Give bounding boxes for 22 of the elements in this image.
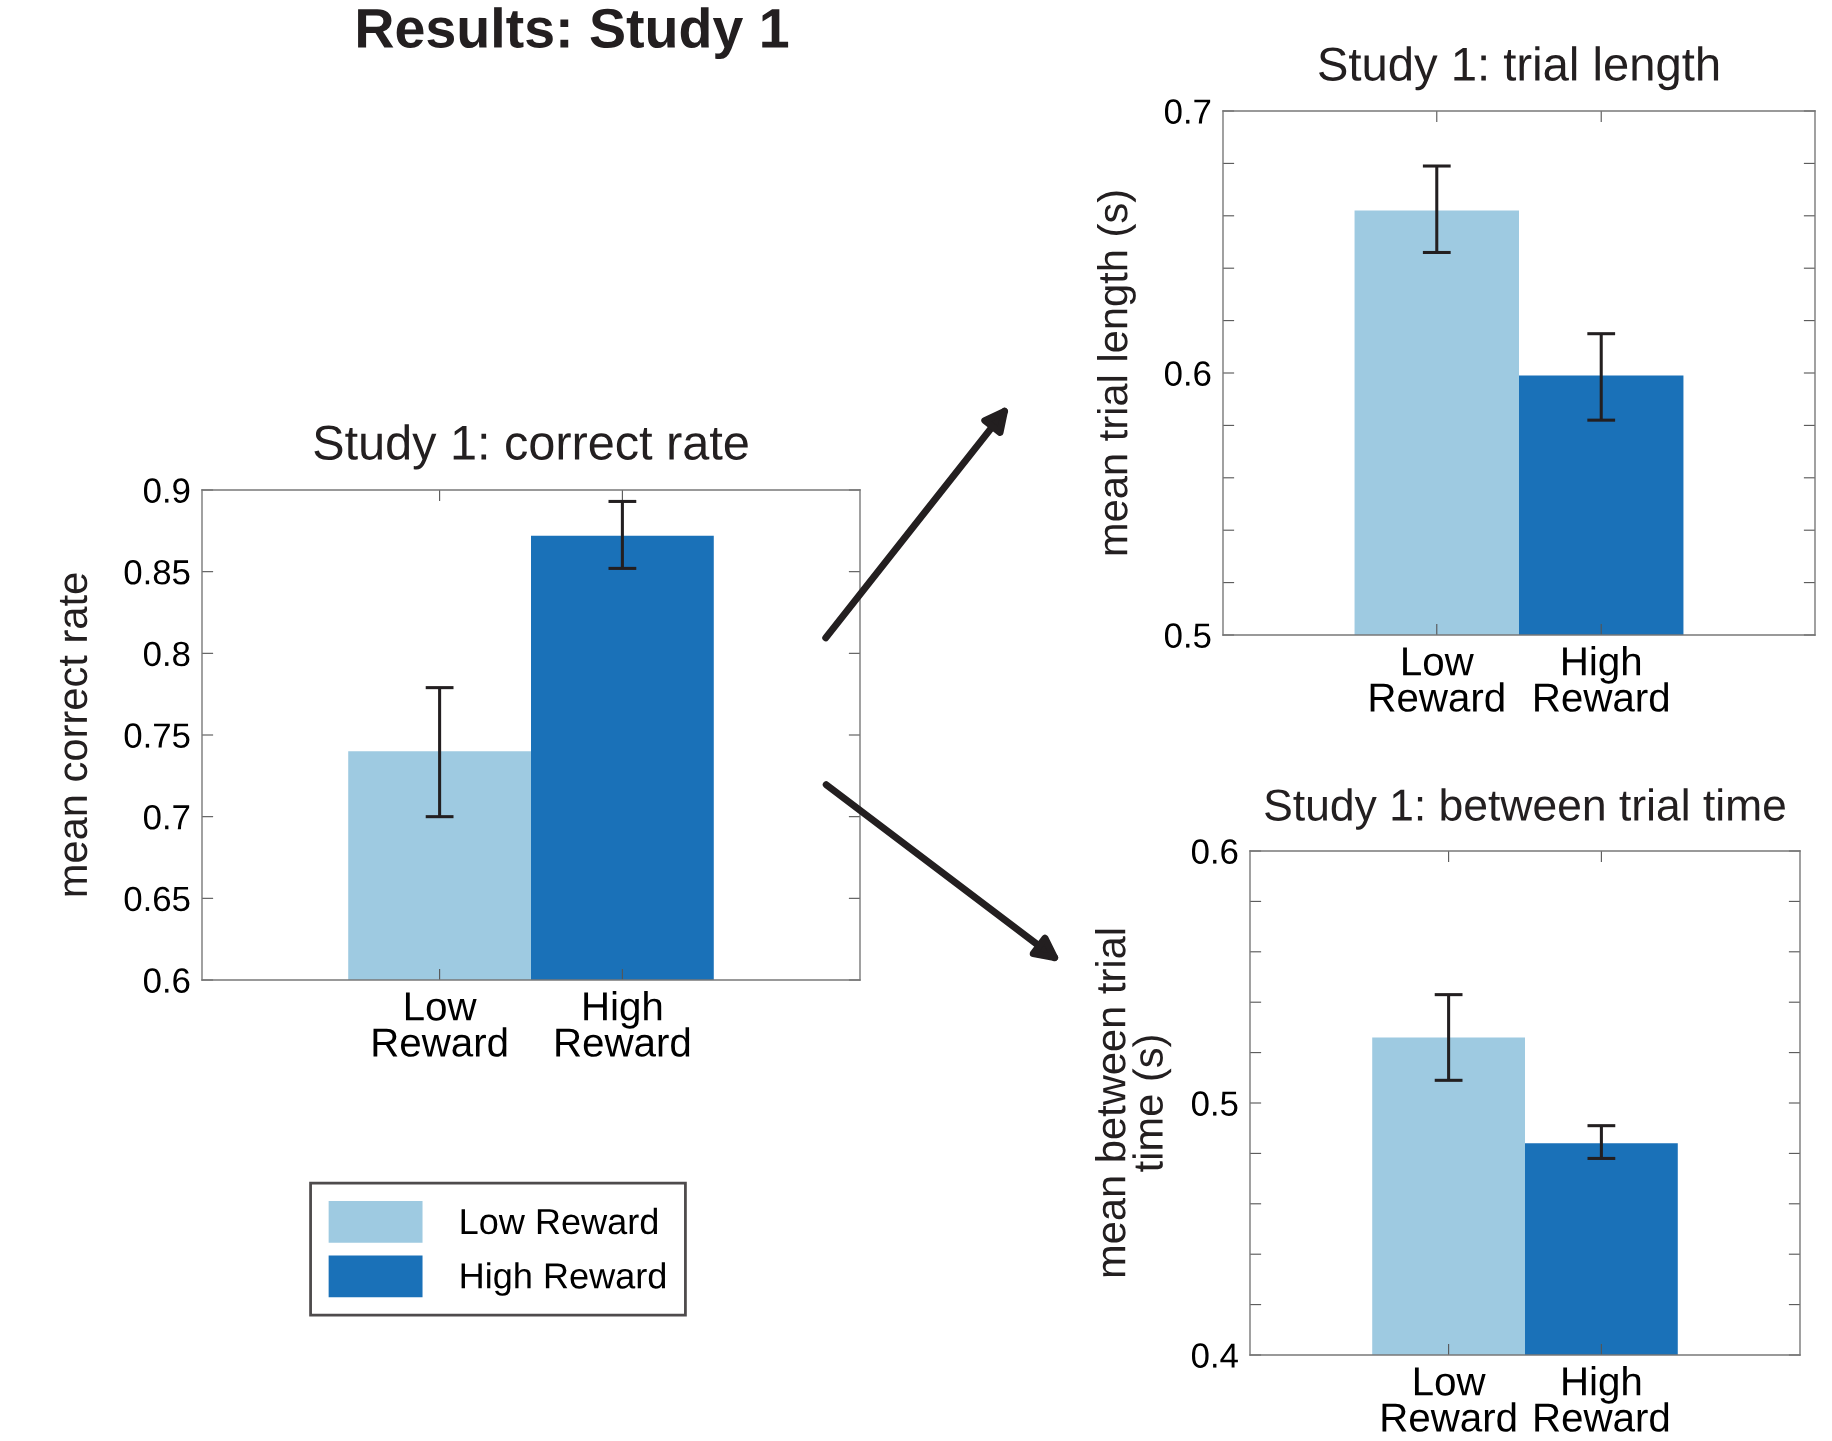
y-tick-label: 0.5	[1164, 623, 1211, 648]
y-axis-title: mean trial length (s)	[1097, 191, 1136, 555]
y-tick-label: 0.7	[143, 805, 190, 830]
legend-label: High Reward	[461, 1262, 666, 1296]
y-tick-label: 0.6	[1164, 361, 1211, 386]
chart-title: Study 1: trial length	[1319, 46, 1719, 91]
chart-title: Study 1: correct rate	[314, 424, 748, 470]
y-tick-label: 0.4	[1191, 1343, 1238, 1368]
y-tick-label: 0.6	[1191, 839, 1238, 864]
legend-label: Low Reward	[461, 1207, 658, 1235]
chart-title: Study 1: between trial time	[1265, 788, 1785, 830]
y-tick-label: 0.85	[124, 560, 190, 585]
y-tick-label: 0.65	[124, 886, 190, 912]
y-tick-label: 0.6	[143, 968, 190, 993]
text: Results: Study 1	[358, 7, 789, 59]
y-tick-label: 0.8	[143, 641, 190, 667]
y-tick-label: 0.9	[143, 478, 190, 503]
y-tick-label: 0.5	[1191, 1091, 1238, 1116]
y-axis-title: mean between trial time (s)	[1095, 929, 1172, 1277]
y-tick-label: 0.75	[124, 723, 190, 748]
y-axis-title: mean correct rate	[59, 573, 88, 896]
y-tick-label: 0.7	[1164, 99, 1211, 124]
